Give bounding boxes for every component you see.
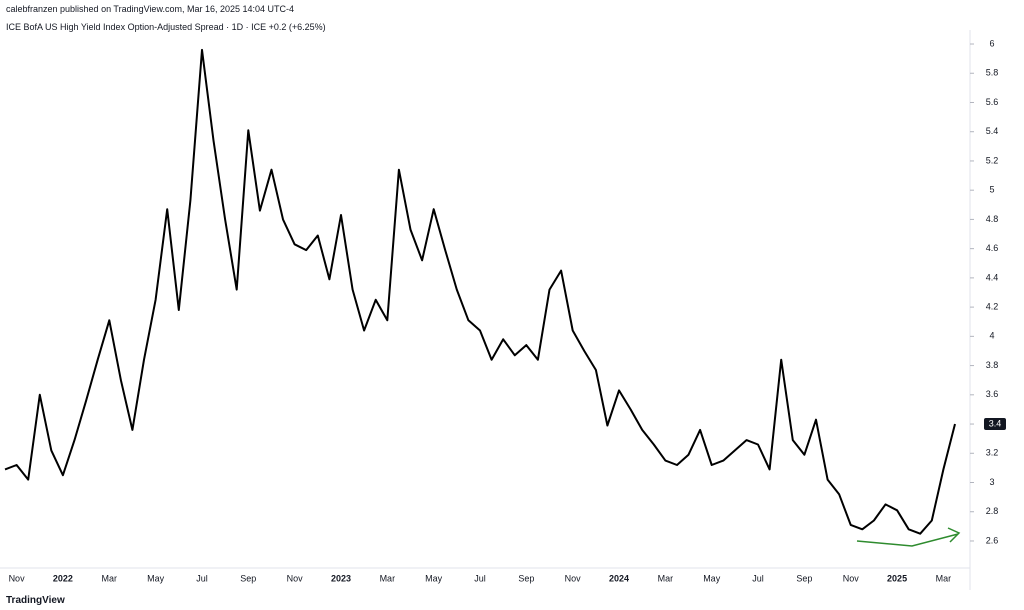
x-tick-label: 2025 (887, 573, 907, 583)
y-tick-label: 5.2 (986, 155, 999, 165)
x-tick-label: Mar (936, 573, 952, 583)
x-tick-label: Nov (287, 573, 304, 583)
y-tick-label: 3.6 (986, 389, 999, 399)
last-value-badge (984, 418, 1006, 431)
y-tick-label: 4.2 (986, 301, 999, 311)
x-tick-label: 2023 (331, 573, 351, 583)
y-tick-label: 5.4 (986, 126, 999, 136)
x-tick-label: 2022 (53, 573, 73, 583)
x-tick-label: 2024 (609, 573, 629, 583)
y-tick-label: 6 (989, 38, 994, 48)
chart-title: ICE BofA US High Yield Index Option-Adju… (6, 22, 326, 32)
y-tick-label: 3.8 (986, 360, 999, 370)
x-tick-label: Jul (196, 573, 208, 583)
logo: TradingView (6, 595, 65, 606)
last-value-label: 3.4 (989, 418, 1002, 428)
y-tick-label: 5.8 (986, 68, 999, 78)
x-tick-label: Jul (474, 573, 486, 583)
x-tick-label: May (147, 573, 165, 583)
price-line (4, 48, 956, 535)
y-tick-label: 5 (989, 185, 994, 195)
y-tick-label: 2.8 (986, 506, 999, 516)
x-tick-label: Mar (658, 573, 674, 583)
publisher-note: calebfranzen published on TradingView.co… (6, 4, 295, 14)
x-tick-label: Jul (752, 573, 764, 583)
y-tick-label: 4 (989, 331, 994, 341)
x-tick-label: Nov (843, 573, 860, 583)
y-tick-label: 3.2 (986, 448, 999, 458)
x-tick-label: Sep (240, 573, 256, 583)
x-tick-label: Nov (565, 573, 582, 583)
x-tick-label: Sep (796, 573, 812, 583)
y-tick-label: 4.6 (986, 243, 999, 253)
y-tick-label: 3 (989, 477, 994, 487)
y-tick-label: 4.4 (986, 272, 999, 282)
x-tick-label: May (425, 573, 443, 583)
x-tick-label: Mar (102, 573, 118, 583)
y-tick-label: 5.6 (986, 97, 999, 107)
x-tick-label: May (703, 573, 721, 583)
x-tick-label: Nov (9, 573, 26, 583)
y-tick-label: 4.8 (986, 214, 999, 224)
x-tick-label: Mar (380, 573, 396, 583)
x-tick-label: Sep (518, 573, 534, 583)
divergence-annotation (856, 527, 961, 547)
y-tick-label: 2.6 (986, 535, 999, 545)
